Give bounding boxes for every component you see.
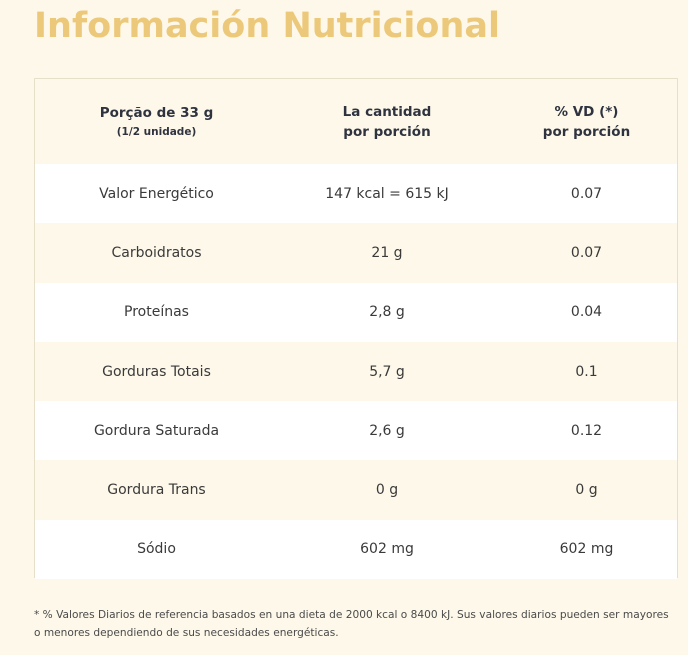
nutrient-amount: 2,6 g <box>369 422 405 439</box>
nutrient-amount: 147 kcal = 615 kJ <box>325 185 449 202</box>
header-portion: Porção de 33 g (1/2 unidade) <box>35 103 278 141</box>
nutrient-name: Gordura Trans <box>107 482 206 499</box>
table-row: Carboidratos 21 g 0.07 <box>35 223 677 283</box>
header-amount-line1: La cantidad <box>342 103 432 120</box>
nutrient-vd: 0.1 <box>575 363 598 380</box>
table-row: Gordura Trans 0 g 0 g <box>35 460 677 520</box>
nutrient-vd: 602 mg <box>559 541 614 558</box>
footnote: * % Valores Diarios de referencia basado… <box>34 609 669 639</box>
header-portion-sub: (1/2 unidade) <box>116 125 197 138</box>
nutrient-name: Sódio <box>137 541 176 558</box>
page-title: Información Nutricional <box>34 6 500 46</box>
nutrient-vd: 0 g <box>575 482 598 499</box>
header-vd-line2: por porción <box>542 123 631 140</box>
nutrient-amount: 602 mg <box>360 541 414 558</box>
nutrient-name: Proteínas <box>124 304 189 321</box>
table-row: Valor Energético 147 kcal = 615 kJ 0.07 <box>35 164 677 224</box>
header-vd-line1: % VD (*) <box>554 103 619 120</box>
nutrient-amount: 5,7 g <box>369 363 405 380</box>
table-row: Sódio 602 mg 602 mg <box>35 519 677 580</box>
nutrient-amount: 21 g <box>371 244 403 261</box>
nutrient-name: Gordura Saturada <box>93 422 220 439</box>
nutrient-vd: 0.07 <box>570 185 603 202</box>
nutrient-name: Gorduras Totais <box>102 363 211 380</box>
header-amount: La cantidad por porción <box>278 102 496 142</box>
table-row: Gorduras Totais 5,7 g 0.1 <box>35 341 677 402</box>
nutrient-vd: 0.04 <box>570 304 603 321</box>
nutrient-name: Carboidratos <box>111 244 202 261</box>
header-portion-label: Porção de 33 g <box>99 104 214 121</box>
nutrient-vd: 0.07 <box>570 244 603 261</box>
nutrient-name: Valor Energético <box>99 185 214 202</box>
header-vd: % VD (*) por porción <box>496 102 677 142</box>
table-row: Proteínas 2,8 g 0.04 <box>35 282 677 342</box>
table-row: Gordura Saturada 2,6 g 0.12 <box>35 401 677 461</box>
nutrient-amount: 2,8 g <box>369 304 405 321</box>
nutrition-table: Porção de 33 g (1/2 unidade) La cantidad… <box>34 78 678 580</box>
nutrient-amount: 0 g <box>375 482 399 499</box>
nutrient-vd: 0.12 <box>570 422 603 439</box>
table-header-row: Porção de 33 g (1/2 unidade) La cantidad… <box>35 79 677 164</box>
header-amount-line2: por porción <box>343 123 431 140</box>
